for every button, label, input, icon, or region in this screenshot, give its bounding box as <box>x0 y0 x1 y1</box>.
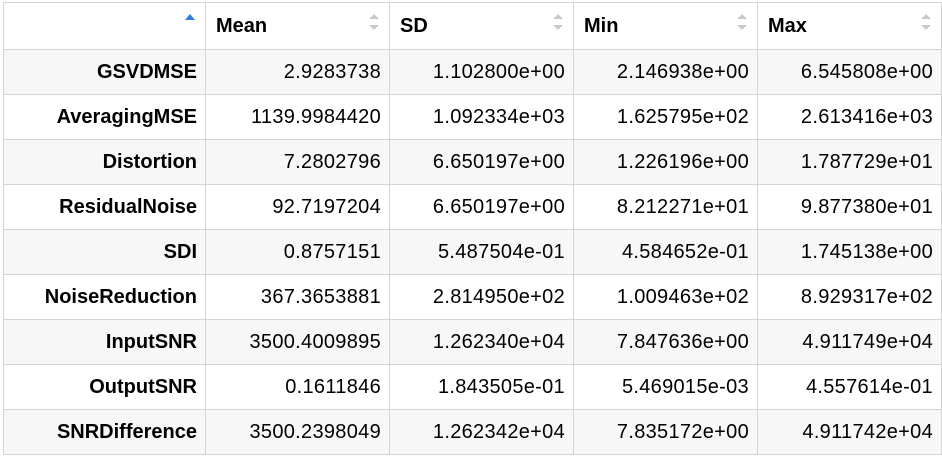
column-header-label: Max <box>768 14 807 37</box>
row-name-cell: SNRDifference <box>3 409 206 455</box>
mean-cell: 7.2802796 <box>205 139 390 185</box>
table-body: GSVDMSE 2.9283738 1.102800e+00 2.146938e… <box>3 49 942 455</box>
mean-cell: 0.1611846 <box>205 364 390 410</box>
min-cell: 5.469015e-03 <box>573 364 758 410</box>
sd-cell: 2.814950e+02 <box>389 274 574 320</box>
row-name-cell: InputSNR <box>3 319 206 365</box>
max-cell: 4.557614e-01 <box>757 364 942 410</box>
max-cell: 8.929317e+02 <box>757 274 942 320</box>
sd-cell: 6.650197e+00 <box>389 139 574 185</box>
column-header-mean[interactable]: Mean <box>205 2 390 50</box>
sd-cell: 1.843505e-01 <box>389 364 574 410</box>
min-cell: 4.584652e-01 <box>573 229 758 275</box>
min-cell: 1.226196e+00 <box>573 139 758 185</box>
row-name-cell: ResidualNoise <box>3 184 206 230</box>
sd-cell: 1.102800e+00 <box>389 49 574 95</box>
sd-cell: 5.487504e-01 <box>389 229 574 275</box>
max-cell: 2.613416e+03 <box>757 94 942 140</box>
min-cell: 7.847636e+00 <box>573 319 758 365</box>
table-row: OutputSNR 0.1611846 1.843505e-01 5.46901… <box>3 364 942 410</box>
max-cell: 4.911749e+04 <box>757 319 942 365</box>
mean-cell: 3500.4009895 <box>205 319 390 365</box>
sort-ascending-icon[interactable] <box>185 14 195 36</box>
row-name-cell: Distortion <box>3 139 206 185</box>
sort-unsorted-icon[interactable] <box>553 14 563 36</box>
table-row: ResidualNoise 92.7197204 6.650197e+00 8.… <box>3 184 942 230</box>
sd-cell: 1.262340e+04 <box>389 319 574 365</box>
table-row: GSVDMSE 2.9283738 1.102800e+00 2.146938e… <box>3 49 942 95</box>
table-row: SNRDifference 3500.2398049 1.262342e+04 … <box>3 409 942 455</box>
max-cell: 4.911742e+04 <box>757 409 942 455</box>
row-name-cell: AveragingMSE <box>3 94 206 140</box>
table-header: Mean SD Min <box>3 2 942 50</box>
header-row: Mean SD Min <box>3 2 942 50</box>
table-row: Distortion 7.2802796 6.650197e+00 1.2261… <box>3 139 942 185</box>
row-name-cell: SDI <box>3 229 206 275</box>
sd-cell: 6.650197e+00 <box>389 184 574 230</box>
mean-cell: 2.9283738 <box>205 49 390 95</box>
column-header-label: Min <box>584 14 619 37</box>
mean-cell: 367.3653881 <box>205 274 390 320</box>
row-name-cell: GSVDMSE <box>3 49 206 95</box>
mean-cell: 3500.2398049 <box>205 409 390 455</box>
row-name-cell: NoiseReduction <box>3 274 206 320</box>
min-cell: 1.009463e+02 <box>573 274 758 320</box>
sort-unsorted-icon[interactable] <box>921 14 931 36</box>
column-header-label: SD <box>400 14 428 37</box>
max-cell: 1.787729e+01 <box>757 139 942 185</box>
row-name-cell: OutputSNR <box>3 364 206 410</box>
sort-unsorted-icon[interactable] <box>369 14 379 36</box>
sd-cell: 1.262342e+04 <box>389 409 574 455</box>
column-header-sd[interactable]: SD <box>389 2 574 50</box>
mean-cell: 0.8757151 <box>205 229 390 275</box>
min-cell: 8.212271e+01 <box>573 184 758 230</box>
max-cell: 6.545808e+00 <box>757 49 942 95</box>
table-row: SDI 0.8757151 5.487504e-01 4.584652e-01 … <box>3 229 942 275</box>
data-table: Mean SD Min <box>3 2 942 455</box>
mean-cell: 1139.9984420 <box>205 94 390 140</box>
column-header-max[interactable]: Max <box>757 2 942 50</box>
table-row: NoiseReduction 367.3653881 2.814950e+02 … <box>3 274 942 320</box>
min-cell: 1.625795e+02 <box>573 94 758 140</box>
min-cell: 7.835172e+00 <box>573 409 758 455</box>
table-row: AveragingMSE 1139.9984420 1.092334e+03 1… <box>3 94 942 140</box>
sort-unsorted-icon[interactable] <box>737 14 747 36</box>
mean-cell: 92.7197204 <box>205 184 390 230</box>
max-cell: 9.877380e+01 <box>757 184 942 230</box>
min-cell: 2.146938e+00 <box>573 49 758 95</box>
column-header-rownames[interactable] <box>3 2 206 50</box>
sd-cell: 1.092334e+03 <box>389 94 574 140</box>
column-header-min[interactable]: Min <box>573 2 758 50</box>
max-cell: 1.745138e+00 <box>757 229 942 275</box>
table-row: InputSNR 3500.4009895 1.262340e+04 7.847… <box>3 319 942 365</box>
column-header-label: Mean <box>216 14 268 37</box>
